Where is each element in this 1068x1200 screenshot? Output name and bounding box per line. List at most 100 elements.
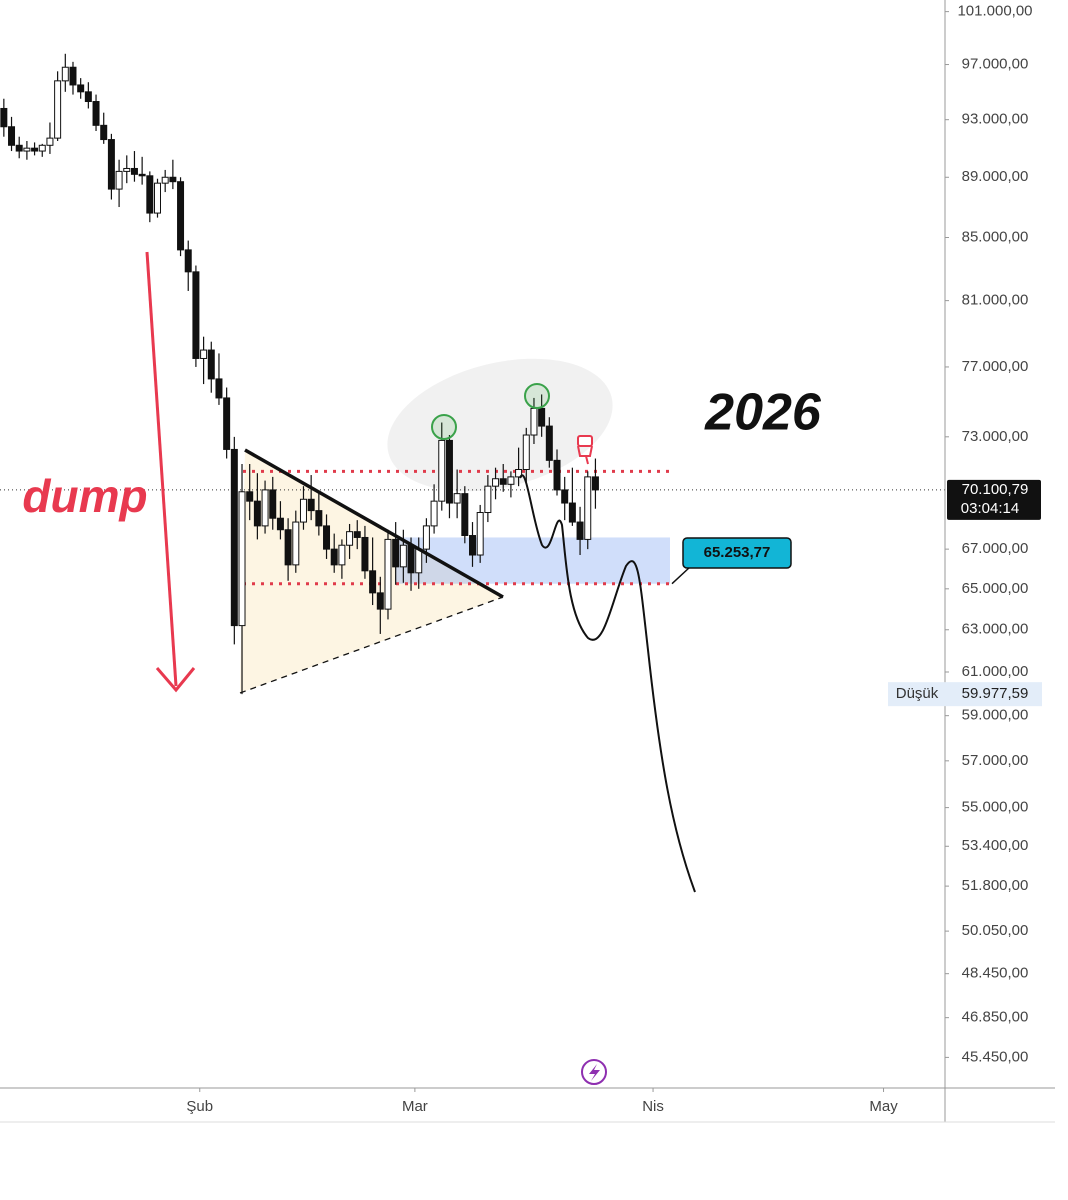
candle-body xyxy=(261,489,269,527)
candle-body xyxy=(154,182,161,214)
y-tick-label: 93.000,00 xyxy=(962,111,1029,128)
candle-body xyxy=(346,531,354,546)
y-tick-label: 50.050,00 xyxy=(962,922,1029,939)
candle-body xyxy=(399,544,407,568)
candle-body xyxy=(38,144,46,152)
candle-body xyxy=(123,167,131,172)
candle-body xyxy=(31,147,39,152)
candle-body xyxy=(115,170,123,190)
candle-body xyxy=(553,459,561,491)
candle-body xyxy=(445,439,453,504)
bolt-glyph xyxy=(589,1064,600,1081)
y-tick-label: 53.400,00 xyxy=(962,837,1029,854)
y-tick-label: 46.850,00 xyxy=(962,1009,1029,1026)
candle-body xyxy=(353,531,361,538)
top-marker xyxy=(524,383,550,409)
candle-body xyxy=(461,493,469,537)
candle-body xyxy=(307,498,315,512)
candle-body xyxy=(484,485,492,514)
candle-body xyxy=(276,517,284,531)
x-tick-label: Nis xyxy=(642,1098,664,1115)
candle-body xyxy=(215,378,223,399)
candle-body xyxy=(146,175,154,214)
projection-path xyxy=(519,474,696,893)
y-tick-label: 65.000,00 xyxy=(962,580,1029,597)
candle-body xyxy=(92,101,100,126)
candle-body xyxy=(253,500,261,527)
dump-arrow-head xyxy=(155,667,196,693)
candle-body xyxy=(207,349,215,380)
y-tick-label: 45.450,00 xyxy=(962,1048,1029,1065)
candle-body xyxy=(507,476,515,485)
candle-body xyxy=(177,181,185,251)
candle-body xyxy=(545,425,553,461)
candle-body xyxy=(23,147,31,152)
axes: 101.000,00 97.000,00 93.000,00 89.000,00 85.… xyxy=(186,3,1042,1115)
last-price-label: 70.100,79 xyxy=(962,481,1029,498)
last-price-box xyxy=(947,479,1041,520)
candle-body xyxy=(46,137,54,146)
y-tick-label: 57.000,00 xyxy=(962,752,1029,769)
top-marker xyxy=(431,414,457,440)
candle-body xyxy=(138,173,146,177)
candle-body xyxy=(323,525,331,550)
low-label: 59.977,59 xyxy=(962,685,1029,702)
triangle-lower xyxy=(239,596,504,694)
y-tick-label: 59.000,00 xyxy=(962,707,1029,724)
candle-body xyxy=(522,434,530,471)
candle-body xyxy=(107,139,115,190)
candle-body xyxy=(192,271,200,359)
candle-body xyxy=(292,521,300,566)
candle-body xyxy=(415,548,423,574)
candle-body xyxy=(284,529,292,566)
countdown-label: 03:04:14 xyxy=(961,500,1019,517)
candle-body xyxy=(530,407,538,436)
y-tick-label: 55.000,00 xyxy=(962,799,1029,816)
candle-body xyxy=(492,478,500,487)
candle-body xyxy=(422,525,430,550)
low-name: Düşük xyxy=(896,685,939,702)
candles xyxy=(0,53,599,695)
target-box xyxy=(682,537,792,569)
y-tick-label: 51.800,00 xyxy=(962,877,1029,894)
x-tick-label: Şub xyxy=(186,1098,213,1115)
y-tick-label: 81.000,00 xyxy=(962,292,1029,309)
candle-body xyxy=(130,167,138,175)
candle-body xyxy=(230,448,238,627)
candle-body xyxy=(330,548,338,566)
candle-body xyxy=(223,397,231,450)
dump-label: dump xyxy=(22,470,147,522)
candle-body xyxy=(515,469,523,478)
candle-body xyxy=(453,493,461,504)
target-connector xyxy=(671,566,691,585)
y-tick-label: 63.000,00 xyxy=(962,621,1029,638)
candle-body xyxy=(54,80,62,139)
candle-body xyxy=(269,489,277,519)
y-tick-label: 61.000,00 xyxy=(962,663,1029,680)
candle-body xyxy=(84,91,92,103)
candle-body xyxy=(369,570,377,594)
candle-body xyxy=(499,478,507,485)
candle-body xyxy=(161,176,169,184)
y-tick-label: 48.450,00 xyxy=(962,965,1029,982)
candle-body xyxy=(0,107,8,128)
y-tick-label: 73.000,00 xyxy=(962,428,1029,445)
candle-body xyxy=(584,476,592,540)
candle-body xyxy=(561,489,569,504)
candle-body xyxy=(200,349,208,359)
hand-icon xyxy=(577,435,593,465)
y-tick-label: 97.000,00 xyxy=(962,56,1029,73)
candle-body xyxy=(169,176,177,183)
year-label: 2026 xyxy=(704,384,822,442)
candle-body xyxy=(77,84,85,93)
candle-body xyxy=(69,66,77,86)
candle-body xyxy=(246,491,254,502)
target-label: 65.253,77 xyxy=(704,544,771,561)
candle-body xyxy=(568,502,576,523)
candle-body xyxy=(184,249,192,273)
candle-body xyxy=(384,538,392,610)
candle-body xyxy=(538,407,546,427)
low-box xyxy=(888,682,1042,707)
candle-body xyxy=(430,500,438,527)
